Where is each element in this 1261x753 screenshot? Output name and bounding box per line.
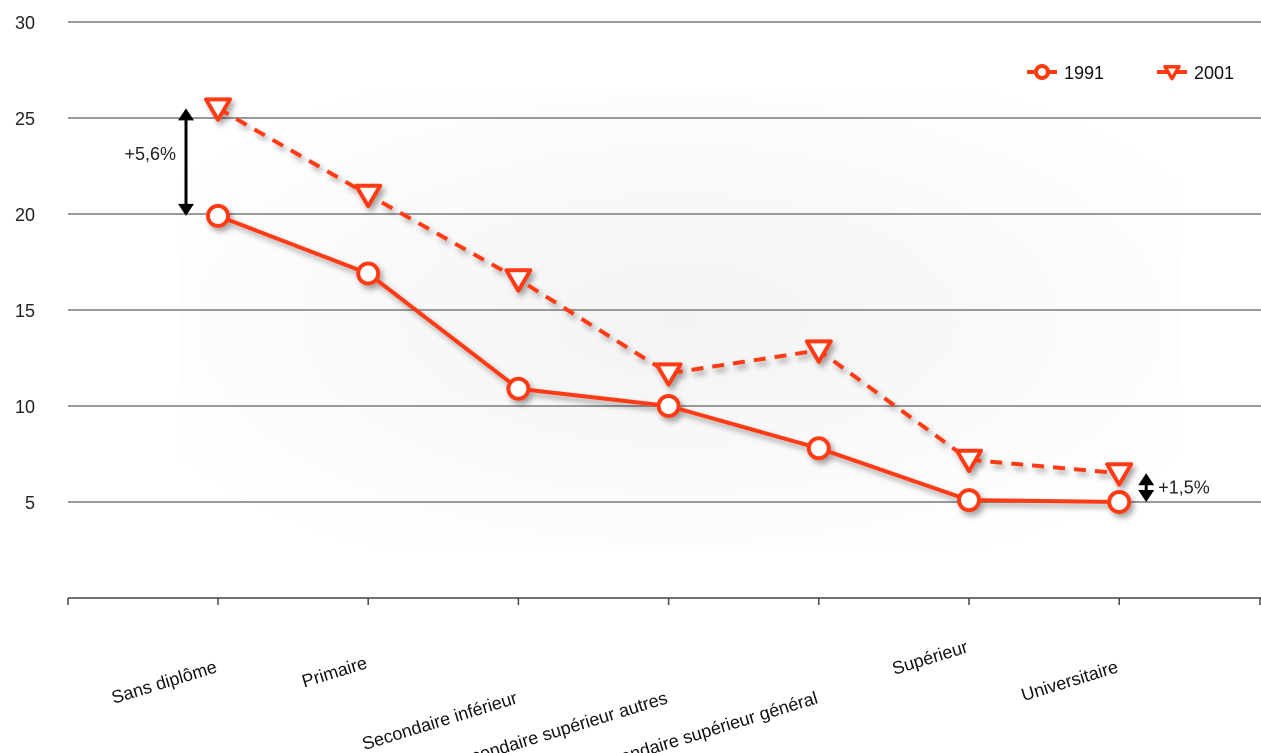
- data-point-marker: [654, 362, 683, 387]
- data-point-marker: [955, 448, 983, 474]
- plot-background: [180, 90, 1180, 550]
- legend-label: 2001: [1194, 63, 1234, 83]
- legend-marker: [1034, 64, 1050, 80]
- annotation-arrow-head: [178, 108, 194, 121]
- legend-item-2001: 2001: [1157, 63, 1234, 83]
- y-tick-label: 20: [15, 205, 35, 225]
- x-category-label: Primaire: [299, 653, 369, 692]
- data-point-marker: [506, 376, 531, 401]
- difference-annotation: +5,6%: [124, 108, 194, 216]
- legend-item-1991: 1991: [1027, 63, 1104, 83]
- annotations-layer: +5,6% +1,5%: [124, 108, 1210, 502]
- data-point-marker: [204, 97, 232, 122]
- annotation-arrow-head: [1138, 490, 1155, 502]
- data-point-marker: [206, 203, 230, 228]
- data-point-marker: [804, 339, 833, 364]
- series-1991: [206, 203, 1132, 514]
- annotation-label: +5,6%: [124, 144, 176, 164]
- data-point-marker: [1105, 462, 1134, 487]
- annotation-arrow-head: [1138, 473, 1155, 486]
- y-tick-label: 30: [15, 13, 35, 33]
- legend-marker: [1163, 65, 1181, 81]
- data-point-marker: [806, 436, 831, 461]
- difference-annotation: +1,5%: [1138, 473, 1210, 502]
- legend-label: 1991: [1064, 63, 1104, 83]
- annotation-label: +1,5%: [1158, 478, 1210, 498]
- data-point-marker: [354, 183, 383, 209]
- annotation-arrow-head: [178, 203, 194, 216]
- y-tick-label: 5: [25, 493, 35, 513]
- x-category-label: Sans diplôme: [109, 657, 219, 708]
- x-category-label: Supérieur: [890, 637, 970, 679]
- data-point-marker: [504, 268, 533, 293]
- y-tick-label: 15: [15, 301, 35, 321]
- data-point-marker: [356, 261, 381, 286]
- series-layer: [204, 97, 1134, 514]
- x-category-label: Universitaire: [1019, 657, 1121, 705]
- legend: 1991 2001: [1027, 63, 1234, 83]
- y-tick-label: 10: [15, 397, 35, 417]
- data-point-marker: [1107, 490, 1132, 514]
- y-axis-ticks: 5 10 15 20 25 30: [15, 13, 35, 513]
- data-point-marker: [656, 394, 681, 418]
- y-tick-label: 25: [15, 109, 35, 129]
- series-2001: [204, 97, 1134, 487]
- data-point-marker: [957, 488, 981, 513]
